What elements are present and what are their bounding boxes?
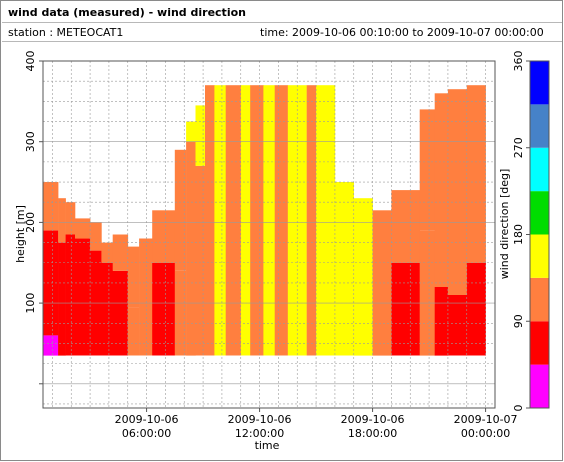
heatmap-cell <box>43 230 59 336</box>
heatmap-cell <box>139 238 153 295</box>
x-tick-label: 2009-10-07 <box>454 413 518 426</box>
y-tick-label: 400 <box>24 51 37 72</box>
title-bar: wind data (measured) - wind direction <box>2 2 562 23</box>
heatmap-cell <box>174 149 187 271</box>
heatmap-cell <box>334 182 354 356</box>
info-bar: station : METEOCAT1 time: 2009-10-06 00:… <box>2 23 562 42</box>
heatmap-cell <box>391 190 420 263</box>
y-tick-label: 100 <box>24 293 37 314</box>
x-tick-label: 18:00:00 <box>348 427 397 440</box>
heatmap-cell <box>225 85 242 356</box>
heatmap-cell <box>139 295 153 356</box>
heatmap-cell <box>274 85 289 356</box>
heatmap-cell <box>195 105 206 166</box>
heatmap-cell <box>434 287 449 356</box>
time-range-label: time: 2009-10-06 00:10:00 to 2009-10-07 … <box>260 26 544 39</box>
x-tick-label: 2009-10-06 <box>115 413 179 426</box>
y-tick-label: 300 <box>24 131 37 152</box>
heatmap-cell <box>186 121 196 142</box>
heatmap-cell <box>214 85 226 356</box>
heatmap-cell <box>75 238 91 356</box>
heatmap-cell <box>112 270 129 356</box>
heatmap-cell <box>101 262 113 356</box>
colorbar-tick-label: 0 <box>512 405 525 412</box>
chart-title: wind data (measured) - wind direction <box>8 6 246 19</box>
heatmap-cell <box>43 335 59 356</box>
axes: 1002003004002009-10-0606:00:002009-10-06… <box>24 51 518 441</box>
heatmap-cell <box>75 218 91 239</box>
heatmap-cell <box>65 234 76 356</box>
colorbar: 0 90 180 270 360 <box>512 51 550 412</box>
colorbar-bin <box>530 364 549 408</box>
colorbar-bin <box>530 321 549 365</box>
heatmap-cell <box>186 141 196 223</box>
heatmap-cell <box>391 262 420 356</box>
heatmap-cell <box>287 85 307 356</box>
x-tick-label: 06:00:00 <box>122 427 171 440</box>
plot-area-border <box>42 60 496 409</box>
x-tick-label: 12:00:00 <box>235 427 284 440</box>
heatmap-cell <box>205 85 215 356</box>
heatmap-cell <box>240 85 251 356</box>
colorbar-tick-label: 180 <box>512 224 525 245</box>
heatmap-cell <box>195 165 206 356</box>
heatmap-cell <box>353 198 373 356</box>
heatmap-cell <box>250 85 264 356</box>
heatmap-cell <box>58 242 66 356</box>
station-label: station : METEOCAT1 <box>8 26 124 39</box>
heatmap-cell <box>43 182 59 231</box>
heatmap-cell <box>112 234 129 271</box>
colorbar-tick-label: 90 <box>512 314 525 328</box>
x-tick-label: 2009-10-06 <box>228 413 292 426</box>
heatmap-cell <box>127 307 140 356</box>
x-axis-label: time <box>255 439 280 452</box>
heatmap-cell <box>306 85 317 356</box>
heatmap-cell <box>466 85 486 263</box>
colorbar-tick-label: 360 <box>512 51 525 72</box>
colorbar-bin <box>530 277 549 322</box>
heatmap-cell <box>152 210 176 263</box>
heatmap-cell <box>447 89 467 295</box>
grid-lines <box>43 61 495 408</box>
heatmap-cell <box>419 230 436 356</box>
colorbar-tick-label: 270 <box>512 137 525 158</box>
x-tick-label: 00:00:00 <box>461 427 510 440</box>
heatmap-cell <box>174 270 187 356</box>
y-axis-label: height [m] <box>14 205 27 263</box>
heatmap-cell <box>65 202 76 235</box>
y-tick-label: 200 <box>24 212 37 233</box>
heatmap-cell <box>90 222 102 251</box>
heatmap-cell <box>101 242 113 263</box>
colorbar-bin <box>530 61 549 105</box>
colorbar-bin <box>530 234 549 278</box>
heatmap-cell <box>152 262 176 356</box>
heatmap-cell <box>419 109 436 231</box>
heatmap-cells <box>43 85 486 356</box>
heatmap-cell <box>58 198 66 243</box>
heatmap-cell <box>434 93 449 287</box>
heatmap-cell <box>263 85 275 356</box>
colorbar-bin <box>530 191 549 235</box>
colorbar-label: wind direction [deg] <box>498 169 511 280</box>
colorbar-bin <box>530 104 549 148</box>
heatmap-cell <box>127 246 140 308</box>
heatmap-cell <box>186 222 196 356</box>
heatmap-cell <box>316 85 336 356</box>
x-tick-label: 2009-10-06 <box>341 413 405 426</box>
heatmap-cell <box>372 210 392 356</box>
heatmap-cell <box>466 262 486 356</box>
colorbar-bin <box>530 147 549 192</box>
heatmap-cell <box>447 295 467 356</box>
